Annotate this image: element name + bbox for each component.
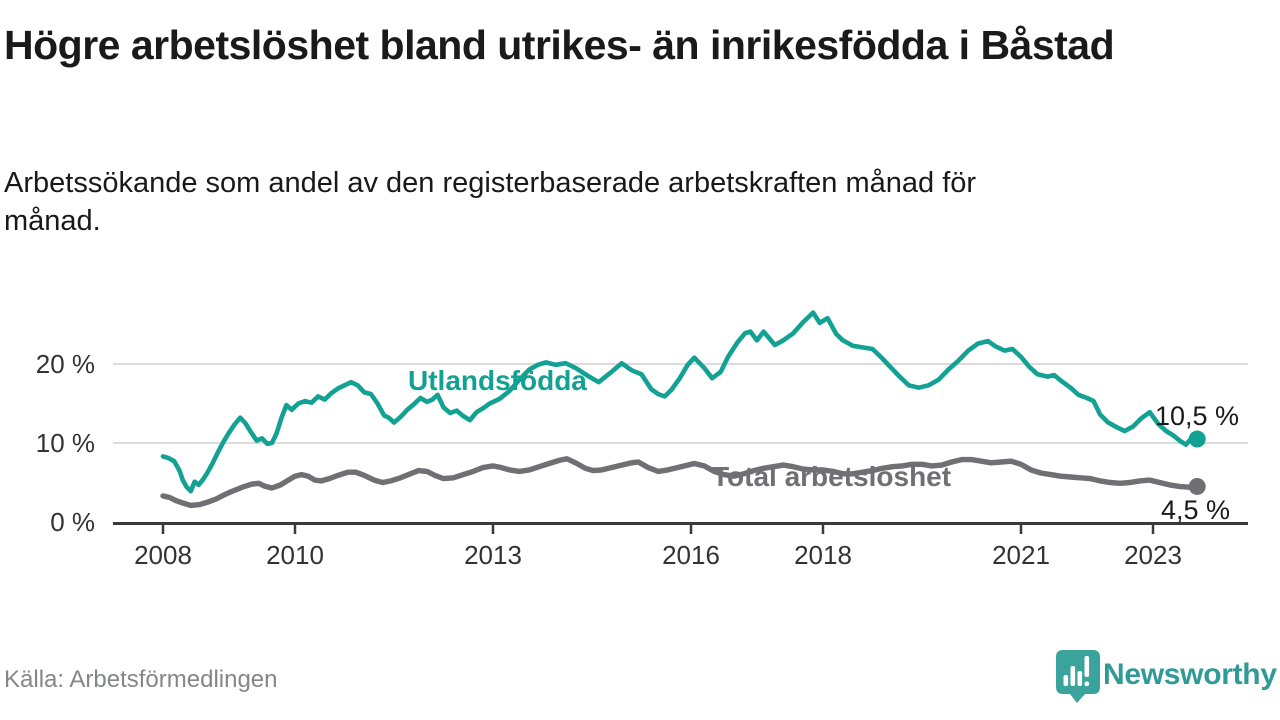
source-text: Källa: Arbetsförmedlingen: [4, 666, 278, 693]
page-title: Högre arbetslöshet bland utrikes- än inr…: [4, 22, 1115, 68]
svg-text:2013: 2013: [464, 540, 522, 570]
end-value-label-utlandsfodda: 10,5 %: [1155, 401, 1240, 431]
page-subtitle: Arbetssökande som andel av den registerb…: [4, 167, 977, 238]
newsworthy-speech-bubble-chart-icon: [1056, 650, 1100, 703]
svg-text:2008: 2008: [134, 540, 192, 570]
svg-text:10 %: 10 %: [36, 428, 95, 458]
series-label-total-arbetsloshet: Total arbetslöshet: [712, 461, 952, 492]
newsworthy-logo: [1056, 650, 1280, 706]
end-value-label-total-arbetsloshet: 4,5 %: [1161, 495, 1231, 525]
series-label-utlandsfodda: Utlandsfödda: [408, 365, 587, 396]
svg-text:20 %: 20 %: [36, 349, 95, 379]
brand-name: Newsworthy: [1103, 658, 1277, 691]
svg-text:2010: 2010: [266, 540, 324, 570]
svg-text:2021: 2021: [992, 540, 1050, 570]
svg-text:2016: 2016: [662, 540, 720, 570]
chart-canvas: 2008 2010 2013 2016 2018 2021 2023 0 % 10 % 20 %: [36, 310, 1248, 570]
svg-text:0 %: 0 %: [50, 507, 95, 537]
svg-text:2023: 2023: [1124, 540, 1182, 570]
svg-text:2018: 2018: [794, 540, 852, 570]
